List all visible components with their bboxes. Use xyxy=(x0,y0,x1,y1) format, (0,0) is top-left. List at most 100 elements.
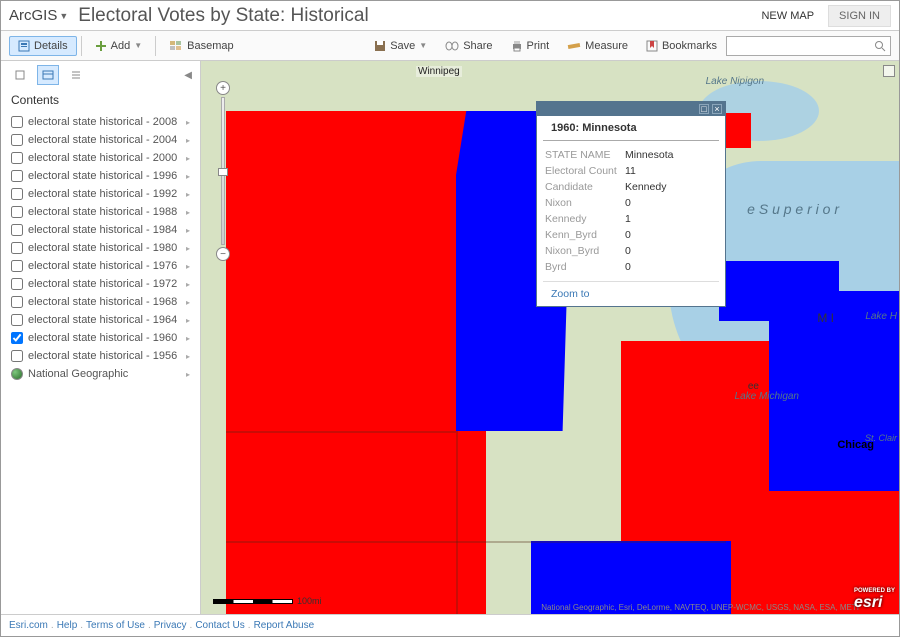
layer-menu-arrow-icon[interactable]: ▸ xyxy=(186,370,190,379)
new-map-button[interactable]: NEW MAP xyxy=(753,6,822,26)
layer-menu-arrow-icon[interactable]: ▸ xyxy=(186,244,190,253)
layer-item[interactable]: electoral state historical - 1992▸ xyxy=(7,185,194,203)
layer-menu-arrow-icon[interactable]: ▸ xyxy=(186,172,190,181)
basemap-button[interactable]: Basemap xyxy=(160,36,242,56)
layer-item[interactable]: electoral state historical - 1956▸ xyxy=(7,347,194,365)
layer-menu-arrow-icon[interactable]: ▸ xyxy=(186,298,190,307)
layer-checkbox[interactable] xyxy=(11,278,23,290)
tab-contents[interactable] xyxy=(37,65,59,85)
layer-checkbox[interactable] xyxy=(11,224,23,236)
basemap-icon xyxy=(169,40,183,52)
print-button[interactable]: Print xyxy=(502,36,559,56)
popup-field-key: Kenn_Byrd xyxy=(545,229,625,241)
layer-item[interactable]: electoral state historical - 1972▸ xyxy=(7,275,194,293)
layer-checkbox[interactable] xyxy=(11,152,23,164)
layer-checkbox[interactable] xyxy=(11,188,23,200)
layer-menu-arrow-icon[interactable]: ▸ xyxy=(186,280,190,289)
popup-field-value: Minnesota xyxy=(625,149,673,161)
basemap-item[interactable]: National Geographic ▸ xyxy=(7,365,194,383)
layer-checkbox[interactable] xyxy=(11,260,23,272)
layer-checkbox[interactable] xyxy=(11,206,23,218)
print-icon xyxy=(511,40,523,52)
layer-menu-arrow-icon[interactable]: ▸ xyxy=(186,352,190,361)
layer-checkbox[interactable] xyxy=(11,170,23,182)
layer-item[interactable]: electoral state historical - 1988 ▸ xyxy=(7,203,194,221)
zoom-handle[interactable] xyxy=(218,168,228,176)
search-icon[interactable] xyxy=(874,40,886,52)
tab-about[interactable] xyxy=(9,65,31,85)
footer-link[interactable]: Privacy xyxy=(154,621,187,631)
layer-checkbox[interactable] xyxy=(11,314,23,326)
arcgis-logo[interactable]: ArcGIS xyxy=(9,7,57,24)
popup-field-value: 0 xyxy=(625,197,631,209)
add-icon xyxy=(95,40,107,52)
layer-checkbox[interactable] xyxy=(11,332,23,344)
zoom-in-button[interactable]: + xyxy=(216,81,230,95)
layer-item[interactable]: electoral state historical - 1984▸ xyxy=(7,221,194,239)
footer-link[interactable]: Report Abuse xyxy=(254,621,315,631)
state-blue-michigan[interactable] xyxy=(769,291,899,491)
search-input[interactable] xyxy=(726,36,891,56)
popup-field-key: Candidate xyxy=(545,181,625,193)
layer-menu-arrow-icon[interactable]: ▸ xyxy=(186,208,190,217)
bookmarks-button[interactable]: Bookmarks xyxy=(637,36,726,56)
layer-label: electoral state historical - 1960 xyxy=(28,332,177,344)
layer-item[interactable]: electoral state historical - 1960 ▸ xyxy=(7,329,194,347)
layer-checkbox[interactable] xyxy=(11,242,23,254)
bookmarks-label: Bookmarks xyxy=(662,40,717,52)
layer-item[interactable]: electoral state historical - 1996▸ xyxy=(7,167,194,185)
zoom-to-link[interactable]: Zoom to xyxy=(551,288,590,300)
layer-menu-arrow-icon[interactable]: ▸ xyxy=(186,334,190,343)
layer-menu-arrow-icon[interactable]: ▸ xyxy=(186,262,190,271)
layer-menu-arrow-icon[interactable]: ▸ xyxy=(186,190,190,199)
layer-item[interactable]: electoral state historical - 1976▸ xyxy=(7,257,194,275)
layer-checkbox[interactable] xyxy=(11,134,23,146)
zoom-track[interactable] xyxy=(221,97,225,245)
sign-in-button[interactable]: SIGN IN xyxy=(828,5,891,27)
popup-close-button[interactable]: × xyxy=(712,104,722,114)
layer-item[interactable]: electoral state historical - 1968▸ xyxy=(7,293,194,311)
layer-item[interactable]: electoral state historical - 1964▸ xyxy=(7,311,194,329)
footer-link[interactable]: Help xyxy=(57,621,78,631)
footer-link[interactable]: Contact Us xyxy=(195,621,244,631)
map-view[interactable]: Winnipeg Lake Nipigon e S u p e r i o r … xyxy=(201,61,899,614)
add-button[interactable]: Add ▼ xyxy=(86,36,152,56)
collapse-sidebar-icon[interactable]: ◀ xyxy=(184,70,192,81)
layer-checkbox[interactable] xyxy=(11,116,23,128)
layer-menu-arrow-icon[interactable]: ▸ xyxy=(186,154,190,163)
layer-menu-arrow-icon[interactable]: ▸ xyxy=(186,136,190,145)
footer-link[interactable]: Esri.com xyxy=(9,621,48,631)
state-red[interactable] xyxy=(226,111,486,614)
layer-checkbox[interactable] xyxy=(11,296,23,308)
save-button[interactable]: Save ▼ xyxy=(365,36,436,56)
globe-icon xyxy=(11,368,23,380)
layer-item[interactable]: electoral state historical - 2004▸ xyxy=(7,131,194,149)
zoom-slider[interactable]: + − xyxy=(216,81,230,261)
search-field[interactable] xyxy=(731,40,871,52)
share-label: Share xyxy=(463,40,492,52)
layer-menu-arrow-icon[interactable]: ▸ xyxy=(186,316,190,325)
layer-menu-arrow-icon[interactable]: ▸ xyxy=(186,118,190,127)
layer-item[interactable]: electoral state historical - 2000▸ xyxy=(7,149,194,167)
dropdown-arrow-icon: ▼ xyxy=(134,41,142,50)
map-maximize-button[interactable] xyxy=(883,65,895,77)
measure-button[interactable]: Measure xyxy=(558,36,637,56)
logo-dropdown-icon[interactable]: ▼ xyxy=(59,11,68,21)
layer-item[interactable]: electoral state historical - 2008▸ xyxy=(7,113,194,131)
details-button[interactable]: Details xyxy=(9,36,77,56)
layer-checkbox[interactable] xyxy=(11,350,23,362)
layer-label: electoral state historical - 1988 xyxy=(28,206,177,218)
layer-item[interactable]: electoral state historical - 1980▸ xyxy=(7,239,194,257)
popup-field-value: Kennedy xyxy=(625,181,666,193)
basemap-label: National Geographic xyxy=(28,368,128,380)
popup-field-key: Kennedy xyxy=(545,213,625,225)
popup-maximize-button[interactable]: □ xyxy=(699,104,709,114)
zoom-out-button[interactable]: − xyxy=(216,247,230,261)
share-button[interactable]: Share xyxy=(436,36,501,56)
footer-link[interactable]: Terms of Use xyxy=(86,621,145,631)
layer-menu-arrow-icon[interactable]: ▸ xyxy=(186,226,190,235)
popup-field-value: 0 xyxy=(625,229,631,241)
add-label: Add xyxy=(111,40,131,52)
tab-legend[interactable] xyxy=(65,65,87,85)
bookmarks-icon xyxy=(646,40,658,52)
